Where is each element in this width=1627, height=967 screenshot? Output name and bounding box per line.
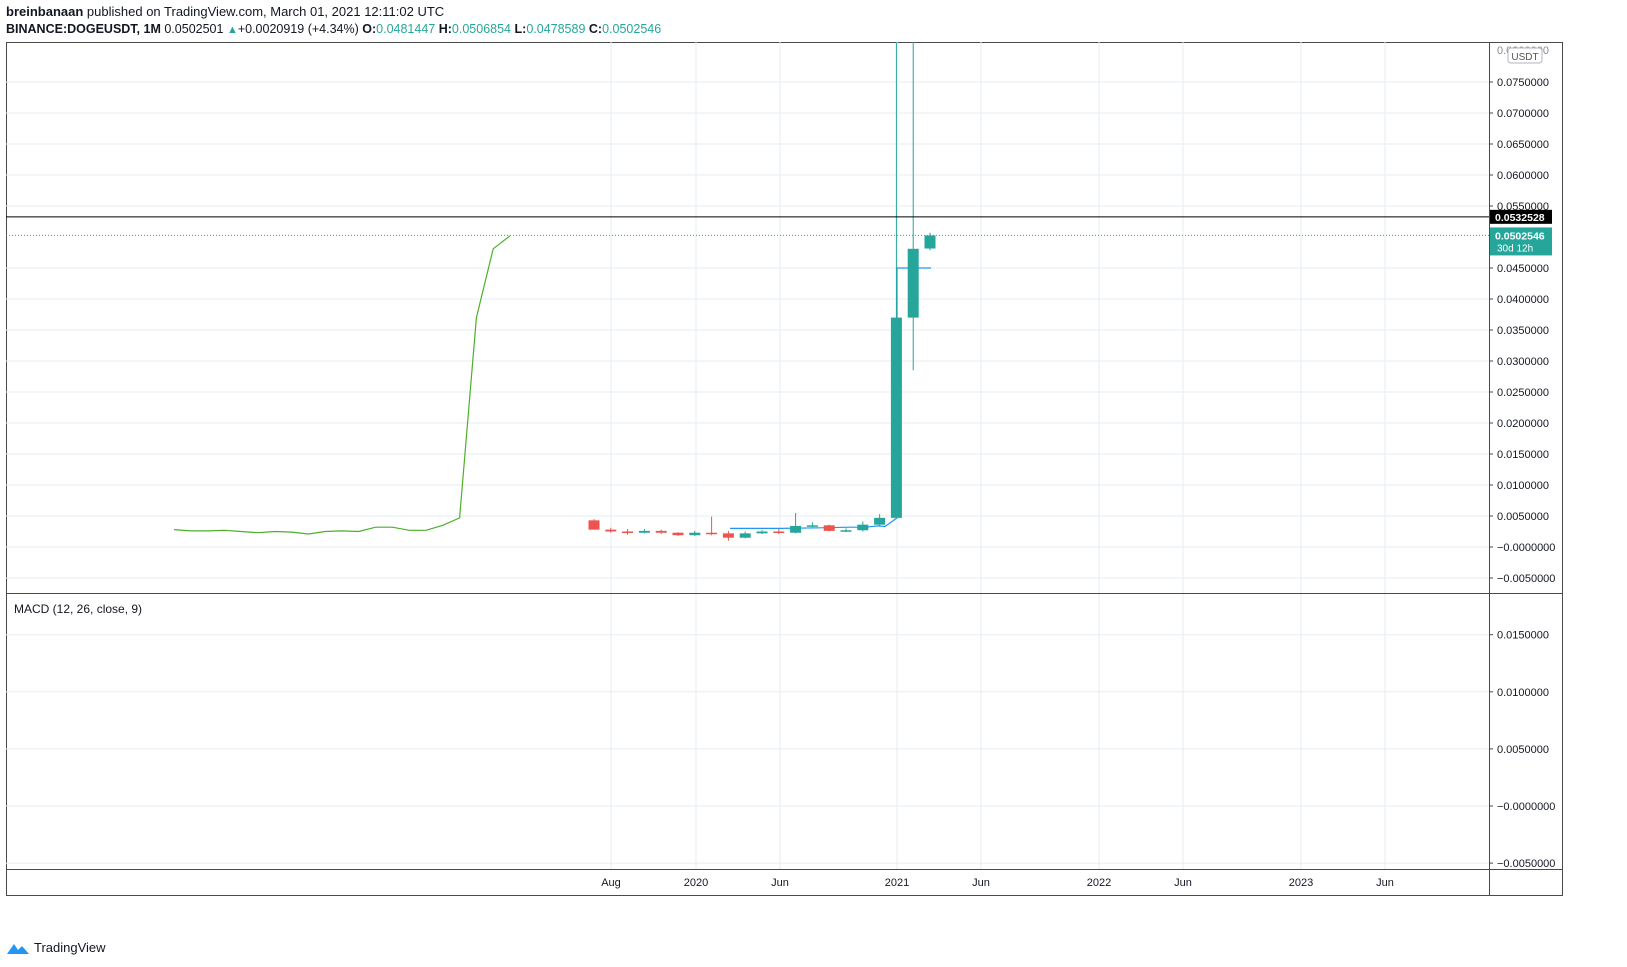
horizontal-price-label: 0.0532528 bbox=[1495, 212, 1545, 224]
x-tick-label: Jun bbox=[972, 877, 990, 889]
open-label: O: bbox=[362, 22, 377, 36]
x-tick-label: Jun bbox=[1174, 877, 1192, 889]
candle-body bbox=[773, 531, 785, 533]
symbol-legend: BINANCE:DOGEUSDT, 1M 0.0502501 ▲+0.00209… bbox=[6, 22, 661, 36]
candle-body bbox=[890, 317, 902, 518]
low-label: L: bbox=[514, 22, 527, 36]
y-tick-label: 0.0150000 bbox=[1497, 630, 1549, 642]
published-text: published on TradingView.com, March 01, … bbox=[86, 4, 445, 19]
y-tick-label: 0.0150000 bbox=[1497, 449, 1549, 461]
candle-body bbox=[874, 517, 886, 525]
price-change: +0.0020919 (+4.34%) bbox=[237, 22, 359, 36]
y-tick-label: −0.0050000 bbox=[1497, 858, 1555, 870]
bar-countdown-label: 30d 12h bbox=[1497, 243, 1533, 254]
y-tick-label: 0.0300000 bbox=[1497, 356, 1549, 368]
currency-label: USDT bbox=[1511, 52, 1538, 63]
x-tick-label: 2021 bbox=[885, 877, 909, 889]
candle-body bbox=[806, 525, 818, 527]
green-series-line bbox=[173, 235, 511, 535]
y-tick-label: −0.0000000 bbox=[1497, 542, 1555, 554]
y-tick-label: 0.0350000 bbox=[1497, 325, 1549, 337]
candle-body bbox=[706, 532, 718, 535]
y-tick-label: −0.0050000 bbox=[1497, 573, 1555, 585]
symbol-title[interactable]: BINANCE:DOGEUSDT, 1M bbox=[6, 22, 161, 36]
y-tick-label: 0.0700000 bbox=[1497, 108, 1549, 120]
candle-body bbox=[823, 525, 835, 531]
close-label: C: bbox=[588, 22, 603, 36]
candle-body bbox=[739, 533, 751, 538]
chart-frame bbox=[6, 42, 1563, 896]
y-tick-label: 0.0400000 bbox=[1497, 294, 1549, 306]
y-tick-label: 0.0050000 bbox=[1497, 744, 1549, 756]
publish-info: breinbanaan published on TradingView.com… bbox=[6, 4, 444, 19]
candle-body bbox=[790, 525, 802, 533]
y-tick-label: 0.0600000 bbox=[1497, 170, 1549, 182]
x-tick-label: 2020 bbox=[684, 877, 708, 889]
y-tick-label: −0.0000000 bbox=[1497, 801, 1555, 813]
author-name[interactable]: breinbanaan bbox=[6, 4, 84, 19]
open-value: 0.0481447 bbox=[376, 22, 436, 36]
y-tick-label: 0.0650000 bbox=[1497, 139, 1549, 151]
y-tick-label: 0.0050000 bbox=[1497, 511, 1549, 523]
currency-badge bbox=[1507, 47, 1543, 64]
x-tick-label: Aug bbox=[601, 877, 621, 889]
x-tick-label: 2023 bbox=[1289, 877, 1313, 889]
x-tick-label: 2022 bbox=[1087, 877, 1111, 889]
y-tick-label: 0.0250000 bbox=[1497, 387, 1549, 399]
tradingview-logo-icon bbox=[7, 943, 29, 954]
candle-body bbox=[655, 530, 667, 533]
current-price-label-bg bbox=[1490, 227, 1552, 256]
candle-body bbox=[756, 531, 768, 534]
candle-body bbox=[722, 533, 734, 538]
close-value: 0.0502546 bbox=[602, 22, 662, 36]
macd-title: MACD (12, 26, close, 9) bbox=[14, 602, 142, 616]
y-tick-label: 0.0100000 bbox=[1497, 480, 1549, 492]
candle-body bbox=[588, 520, 600, 530]
candle-body bbox=[907, 248, 919, 318]
y-tick-label: 0.0200000 bbox=[1497, 418, 1549, 430]
y-tick-label: 0.0100000 bbox=[1497, 687, 1549, 699]
y-tick-label: 0.0750000 bbox=[1497, 77, 1549, 89]
candle-body bbox=[672, 532, 684, 536]
y-tick-label: 0.0450000 bbox=[1497, 263, 1549, 275]
candle-body bbox=[689, 532, 701, 536]
horizontal-price-label-bg bbox=[1490, 209, 1552, 224]
up-arrow-icon: ▲ bbox=[226, 24, 238, 36]
candle-body bbox=[924, 235, 936, 249]
x-tick-label: Jun bbox=[771, 877, 789, 889]
current-price-label: 0.0502546 bbox=[1495, 230, 1545, 242]
candle-body bbox=[638, 530, 650, 533]
tradingview-brand[interactable]: TradingView bbox=[6, 940, 106, 955]
candle-body bbox=[622, 531, 634, 533]
high-label: H: bbox=[438, 22, 452, 36]
brand-name: TradingView bbox=[34, 940, 106, 955]
candle-body bbox=[605, 529, 617, 532]
low-value: 0.0478589 bbox=[526, 22, 586, 36]
x-tick-label: Jun bbox=[1376, 877, 1394, 889]
high-value: 0.0506854 bbox=[451, 22, 512, 36]
last-price: 0.0502501 bbox=[164, 22, 224, 36]
candle-body bbox=[840, 530, 852, 532]
candle-body bbox=[857, 524, 869, 531]
